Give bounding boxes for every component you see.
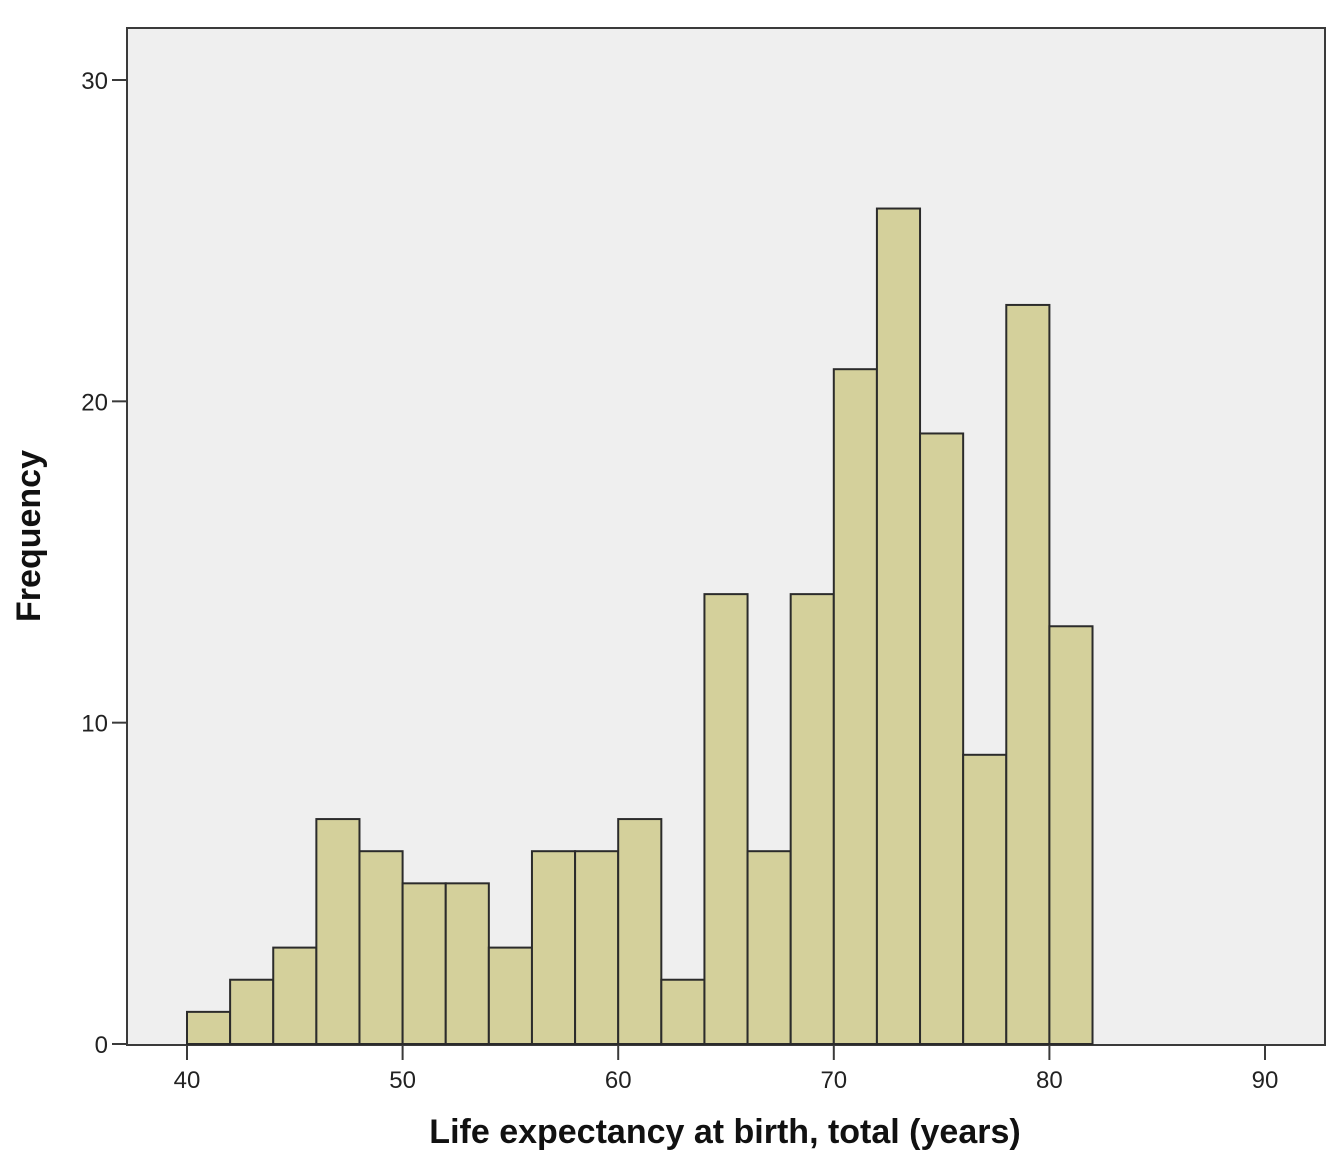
x-tick-label-50: 50 bbox=[389, 1067, 416, 1094]
y-tick-label-30: 30 bbox=[81, 68, 108, 95]
histogram-bar-19 bbox=[1005, 303, 1051, 1045]
histogram-bar-6 bbox=[444, 882, 490, 1045]
x-axis-title: Life expectancy at birth, total (years) bbox=[429, 1113, 1020, 1151]
x-tick-label-90: 90 bbox=[1252, 1067, 1279, 1094]
histogram-bar-12 bbox=[703, 593, 749, 1046]
histogram-bar-0 bbox=[186, 1010, 232, 1045]
histogram-bar-17 bbox=[919, 432, 965, 1045]
histogram-bar-13 bbox=[746, 850, 792, 1046]
y-tick-label-0: 0 bbox=[95, 1032, 108, 1059]
histogram-bar-3 bbox=[315, 818, 361, 1045]
histogram-bar-1 bbox=[229, 978, 275, 1046]
histogram-bar-8 bbox=[530, 850, 577, 1046]
histogram-bar-5 bbox=[401, 882, 447, 1045]
y-tick-label-20: 20 bbox=[81, 389, 108, 416]
y-tick-label-10: 10 bbox=[81, 711, 108, 738]
histogram-bar-7 bbox=[487, 946, 533, 1045]
histogram-bar-18 bbox=[962, 753, 1008, 1045]
histogram-bar-14 bbox=[789, 593, 835, 1046]
x-tick-label-80: 80 bbox=[1036, 1067, 1063, 1094]
histogram-bar-20 bbox=[1048, 625, 1094, 1045]
x-tick-label-70: 70 bbox=[820, 1067, 847, 1094]
x-tick-label-60: 60 bbox=[605, 1067, 632, 1094]
histogram-bar-11 bbox=[660, 978, 706, 1046]
bars-layer bbox=[186, 207, 1094, 1046]
histogram-bar-9 bbox=[574, 850, 620, 1046]
histogram-bar-4 bbox=[358, 850, 404, 1046]
histogram-bar-2 bbox=[272, 946, 318, 1045]
histogram-bar-10 bbox=[617, 818, 663, 1045]
x-tick-label-40: 40 bbox=[174, 1067, 201, 1094]
histogram-bar-16 bbox=[875, 207, 922, 1046]
y-axis-title: Frequency bbox=[10, 450, 48, 622]
axes-layer: 0 10 20 30 40 50 60 70 80 90 bbox=[81, 68, 1278, 1094]
histogram-bar-15 bbox=[832, 368, 878, 1045]
